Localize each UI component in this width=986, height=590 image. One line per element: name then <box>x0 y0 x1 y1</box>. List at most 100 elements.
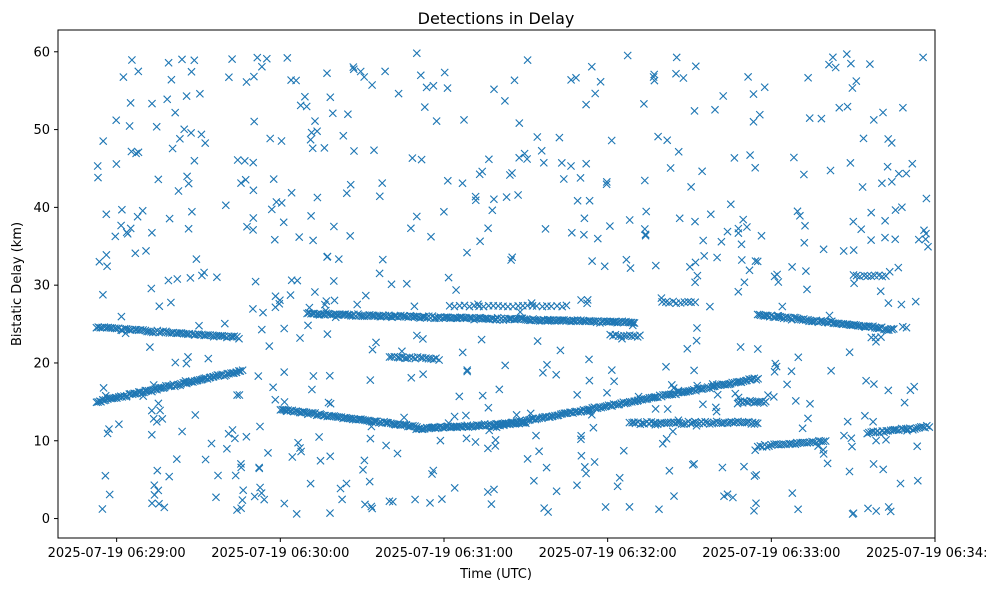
scatter-point <box>886 507 895 516</box>
scatter-point <box>794 505 803 514</box>
scatter-point <box>292 76 301 85</box>
scatter-point <box>527 299 536 308</box>
scatter-point <box>713 253 722 262</box>
scatter-point <box>794 353 803 362</box>
scatter-point <box>669 384 678 393</box>
scatter-point <box>887 177 896 186</box>
scatter-point <box>294 438 303 447</box>
scatter-point <box>280 398 289 406</box>
scatter-point <box>195 321 203 330</box>
scatter-point <box>112 324 121 333</box>
scatter-point <box>302 102 311 111</box>
scatter-point <box>495 385 504 394</box>
scatter-point <box>663 405 672 413</box>
scatter-point <box>585 196 594 205</box>
scatter-point <box>902 169 911 178</box>
scatter-point <box>711 403 720 412</box>
scatter-point <box>615 473 624 482</box>
scatter-point <box>477 335 486 344</box>
scatter-point <box>178 427 187 436</box>
scatter-point <box>919 53 928 62</box>
scatter-point <box>860 411 869 420</box>
scatter-point <box>826 166 835 175</box>
scatter-point <box>378 255 387 264</box>
scatter-point <box>382 418 390 427</box>
scatter-point <box>842 50 851 59</box>
scatter-point <box>103 429 112 438</box>
scatter-point <box>325 371 334 380</box>
scatter-point <box>823 459 832 468</box>
scatter-point <box>817 114 826 123</box>
scatter-point <box>127 147 136 156</box>
scatter-point <box>249 214 258 222</box>
scatter-point <box>869 460 878 468</box>
scatter-point <box>485 426 494 435</box>
scatter-point <box>825 60 833 69</box>
scatter-point <box>514 191 523 199</box>
scatter-point <box>251 277 260 286</box>
scatter-point <box>222 444 231 453</box>
scatter-point <box>626 264 635 273</box>
scatter-point <box>693 381 702 390</box>
scatter-point <box>651 261 660 270</box>
scatter-point <box>98 505 107 513</box>
scatter-point <box>249 72 258 81</box>
scatter-point <box>552 487 561 496</box>
scatter-point <box>821 437 830 445</box>
scatter-point <box>365 477 374 486</box>
scatter-point <box>750 420 759 428</box>
scatter-point <box>523 56 532 65</box>
scatter-point <box>881 233 889 242</box>
scatter-point <box>149 414 158 423</box>
scatter-point <box>444 273 453 282</box>
scatter-point <box>863 272 872 281</box>
y-tick-label: 0 <box>42 512 50 527</box>
scatter-point <box>698 167 707 176</box>
scatter-point <box>429 423 438 432</box>
scatter-point <box>532 431 540 440</box>
scatter-point <box>580 462 589 471</box>
scatter-point <box>757 231 766 240</box>
scatter-point <box>381 67 390 76</box>
scatter-point <box>582 100 591 109</box>
scatter-point <box>157 383 166 392</box>
x-axis-label: Time (UTC) <box>459 567 532 582</box>
scatter-point <box>752 499 760 508</box>
scatter-point <box>120 392 128 401</box>
y-tick-label: 30 <box>33 279 50 294</box>
scatter-point <box>463 367 472 376</box>
scatter-point <box>455 392 464 401</box>
scatter-point <box>490 85 498 94</box>
scatter-point <box>729 418 738 427</box>
scatter-point <box>125 122 134 130</box>
scatter-point <box>306 135 315 144</box>
scatter-point <box>110 394 119 403</box>
scatter-point <box>760 83 769 92</box>
scatter-point <box>156 406 165 415</box>
scatter-point <box>573 481 581 490</box>
scatter-point <box>675 418 684 427</box>
scatter-point <box>322 297 331 306</box>
scatter-point <box>432 117 441 126</box>
scatter-point <box>743 418 751 427</box>
scatter-point <box>175 134 184 143</box>
scatter-point <box>257 325 266 334</box>
scatter-point <box>126 98 135 107</box>
scatter-point <box>416 71 425 80</box>
scatter-point <box>121 329 130 338</box>
scatter-point <box>117 205 126 214</box>
scatter-point <box>642 207 651 216</box>
scatter-point <box>420 103 429 112</box>
scatter-point <box>773 270 782 279</box>
scatter-point <box>730 153 739 162</box>
scatter-point <box>242 78 251 86</box>
scatter-point <box>313 193 322 202</box>
scatter-point <box>326 509 334 518</box>
scatter-point <box>173 380 182 389</box>
scatter-point <box>862 376 871 385</box>
scatter-point <box>101 391 110 400</box>
scatter-point <box>858 183 867 191</box>
scatter-point <box>336 484 345 493</box>
scatter-point <box>924 242 932 251</box>
scatter-point <box>165 214 174 223</box>
